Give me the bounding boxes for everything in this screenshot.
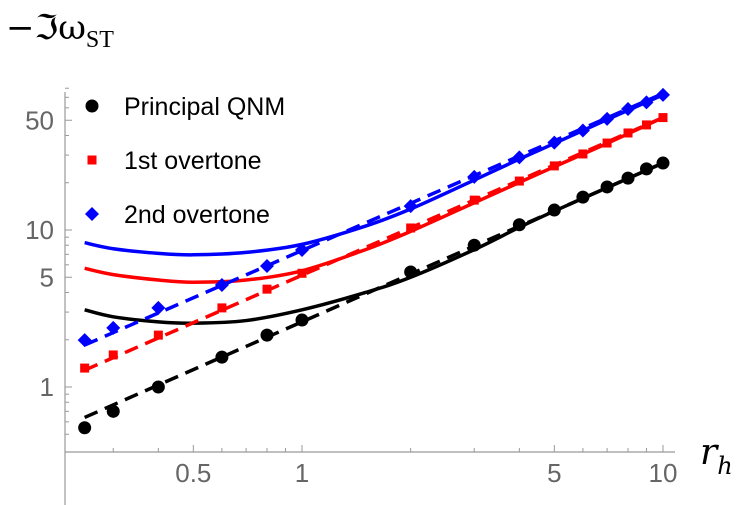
data-point-marker bbox=[600, 111, 615, 126]
circle-marker-icon bbox=[85, 99, 99, 113]
data-point-marker bbox=[295, 313, 309, 327]
legend-label: 1st overtone bbox=[124, 147, 262, 175]
legend-label: Principal QNM bbox=[124, 93, 285, 121]
data-point-marker bbox=[215, 350, 229, 364]
x-tick-label: 0.5 bbox=[175, 458, 211, 488]
data-point-marker bbox=[512, 150, 527, 165]
data-point-marker bbox=[656, 156, 670, 170]
data-point-marker bbox=[295, 242, 309, 257]
data-point-marker bbox=[575, 123, 590, 138]
data-point-marker bbox=[467, 169, 482, 184]
data-point-marker bbox=[260, 328, 274, 342]
data-point-marker bbox=[641, 120, 651, 130]
data-point-marker bbox=[78, 421, 92, 435]
data-point-marker bbox=[406, 223, 416, 233]
legend: Principal QNM 1st overtone 2nd overtone bbox=[85, 93, 285, 229]
data-point-marker bbox=[512, 218, 526, 232]
data-point-marker bbox=[656, 87, 670, 102]
x-tick-label: 5 bbox=[547, 458, 561, 488]
x-axis-title-subscript: h bbox=[717, 452, 733, 480]
data-point-marker bbox=[262, 284, 272, 294]
data-point-marker bbox=[403, 199, 418, 214]
data-point-marker bbox=[576, 190, 590, 204]
data-point-marker bbox=[153, 330, 163, 340]
x-tick-label: 1 bbox=[295, 458, 309, 488]
y-axis-title-main: −ℑω bbox=[6, 8, 86, 48]
data-point-marker bbox=[404, 265, 418, 279]
data-point-marker bbox=[621, 101, 636, 116]
data-point-marker bbox=[469, 195, 479, 205]
data-point-marker bbox=[547, 135, 562, 150]
legend-item: 1st overtone bbox=[87, 147, 262, 175]
data-point-marker bbox=[151, 300, 166, 315]
data-point-marker bbox=[106, 404, 120, 418]
data-point-marker bbox=[467, 238, 481, 252]
data-point-marker bbox=[108, 350, 118, 360]
data-point-marker bbox=[578, 149, 588, 159]
legend-label: 2nd overtone bbox=[124, 201, 270, 229]
data-point-marker bbox=[214, 278, 229, 293]
series-2nd-overtone bbox=[77, 87, 670, 348]
data-point-marker bbox=[297, 268, 307, 278]
data-point-marker bbox=[77, 333, 92, 348]
y-axis-title: −ℑωST bbox=[6, 8, 114, 54]
dashed-fit-line bbox=[83, 115, 664, 372]
data-point-marker bbox=[80, 363, 90, 373]
data-point-marker bbox=[260, 258, 275, 273]
legend-item: Principal QNM bbox=[85, 93, 285, 121]
y-tick-label: 10 bbox=[25, 215, 54, 245]
dashed-fit-line bbox=[83, 91, 664, 347]
x-axis-title-main: r bbox=[700, 432, 718, 473]
data-point-marker bbox=[602, 138, 612, 148]
data-point-marker bbox=[623, 128, 633, 138]
data-point-marker bbox=[106, 320, 121, 335]
data-point-marker bbox=[639, 162, 653, 176]
x-axis-title: rh bbox=[700, 432, 733, 480]
y-tick-label: 50 bbox=[25, 105, 54, 135]
diamond-marker-icon bbox=[85, 207, 99, 221]
plot-area bbox=[77, 87, 670, 435]
series-principal-qnm bbox=[78, 156, 670, 435]
dashed-fit-line bbox=[83, 161, 664, 420]
x-tick-label: 10 bbox=[649, 458, 678, 488]
data-point-marker bbox=[549, 161, 559, 171]
square-marker-icon bbox=[87, 155, 97, 165]
data-point-marker bbox=[151, 380, 165, 394]
series-1st-overtone bbox=[80, 113, 668, 373]
data-point-marker bbox=[514, 176, 524, 186]
data-point-marker bbox=[639, 95, 654, 110]
data-point-marker bbox=[547, 203, 561, 217]
y-axis-title-subscript: ST bbox=[85, 27, 114, 53]
data-point-marker bbox=[621, 171, 635, 185]
data-point-marker bbox=[600, 180, 614, 194]
y-tick-label: 5 bbox=[40, 262, 54, 292]
legend-item: 2nd overtone bbox=[85, 201, 270, 229]
data-point-marker bbox=[217, 303, 227, 313]
y-tick-label: 1 bbox=[40, 372, 54, 402]
data-point-marker bbox=[658, 113, 668, 123]
